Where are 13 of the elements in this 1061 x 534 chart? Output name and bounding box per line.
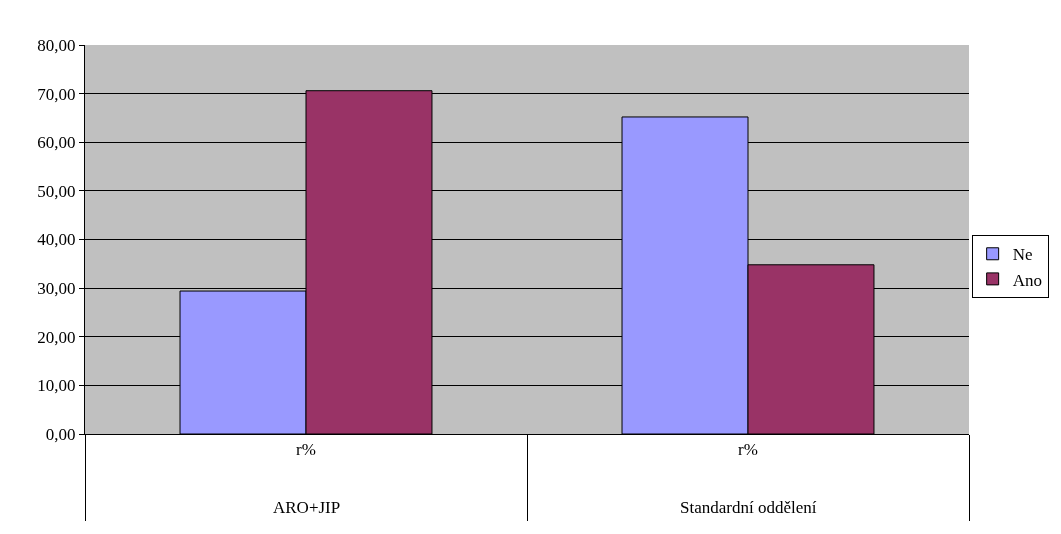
y-tick-label: 60,00 (37, 133, 76, 153)
y-tick-label: 70,00 (37, 84, 76, 104)
category-label: r% Standardní oddělení (680, 440, 817, 517)
y-tick-label: 50,00 (37, 181, 76, 201)
y-tick-label: 0,00 (45, 424, 76, 444)
y-tick-label: 10,00 (37, 376, 76, 396)
y-tick-label: 20,00 (37, 327, 76, 347)
y-tick-label: 80,00 (37, 35, 76, 55)
category-label: r% ARO+JIP (273, 440, 341, 517)
y-tick-label: 30,00 (37, 279, 76, 299)
y-tick-label: 40,00 (37, 230, 76, 250)
legend-label: Ne (1012, 245, 1033, 265)
legend-label: Ano (1012, 270, 1042, 290)
